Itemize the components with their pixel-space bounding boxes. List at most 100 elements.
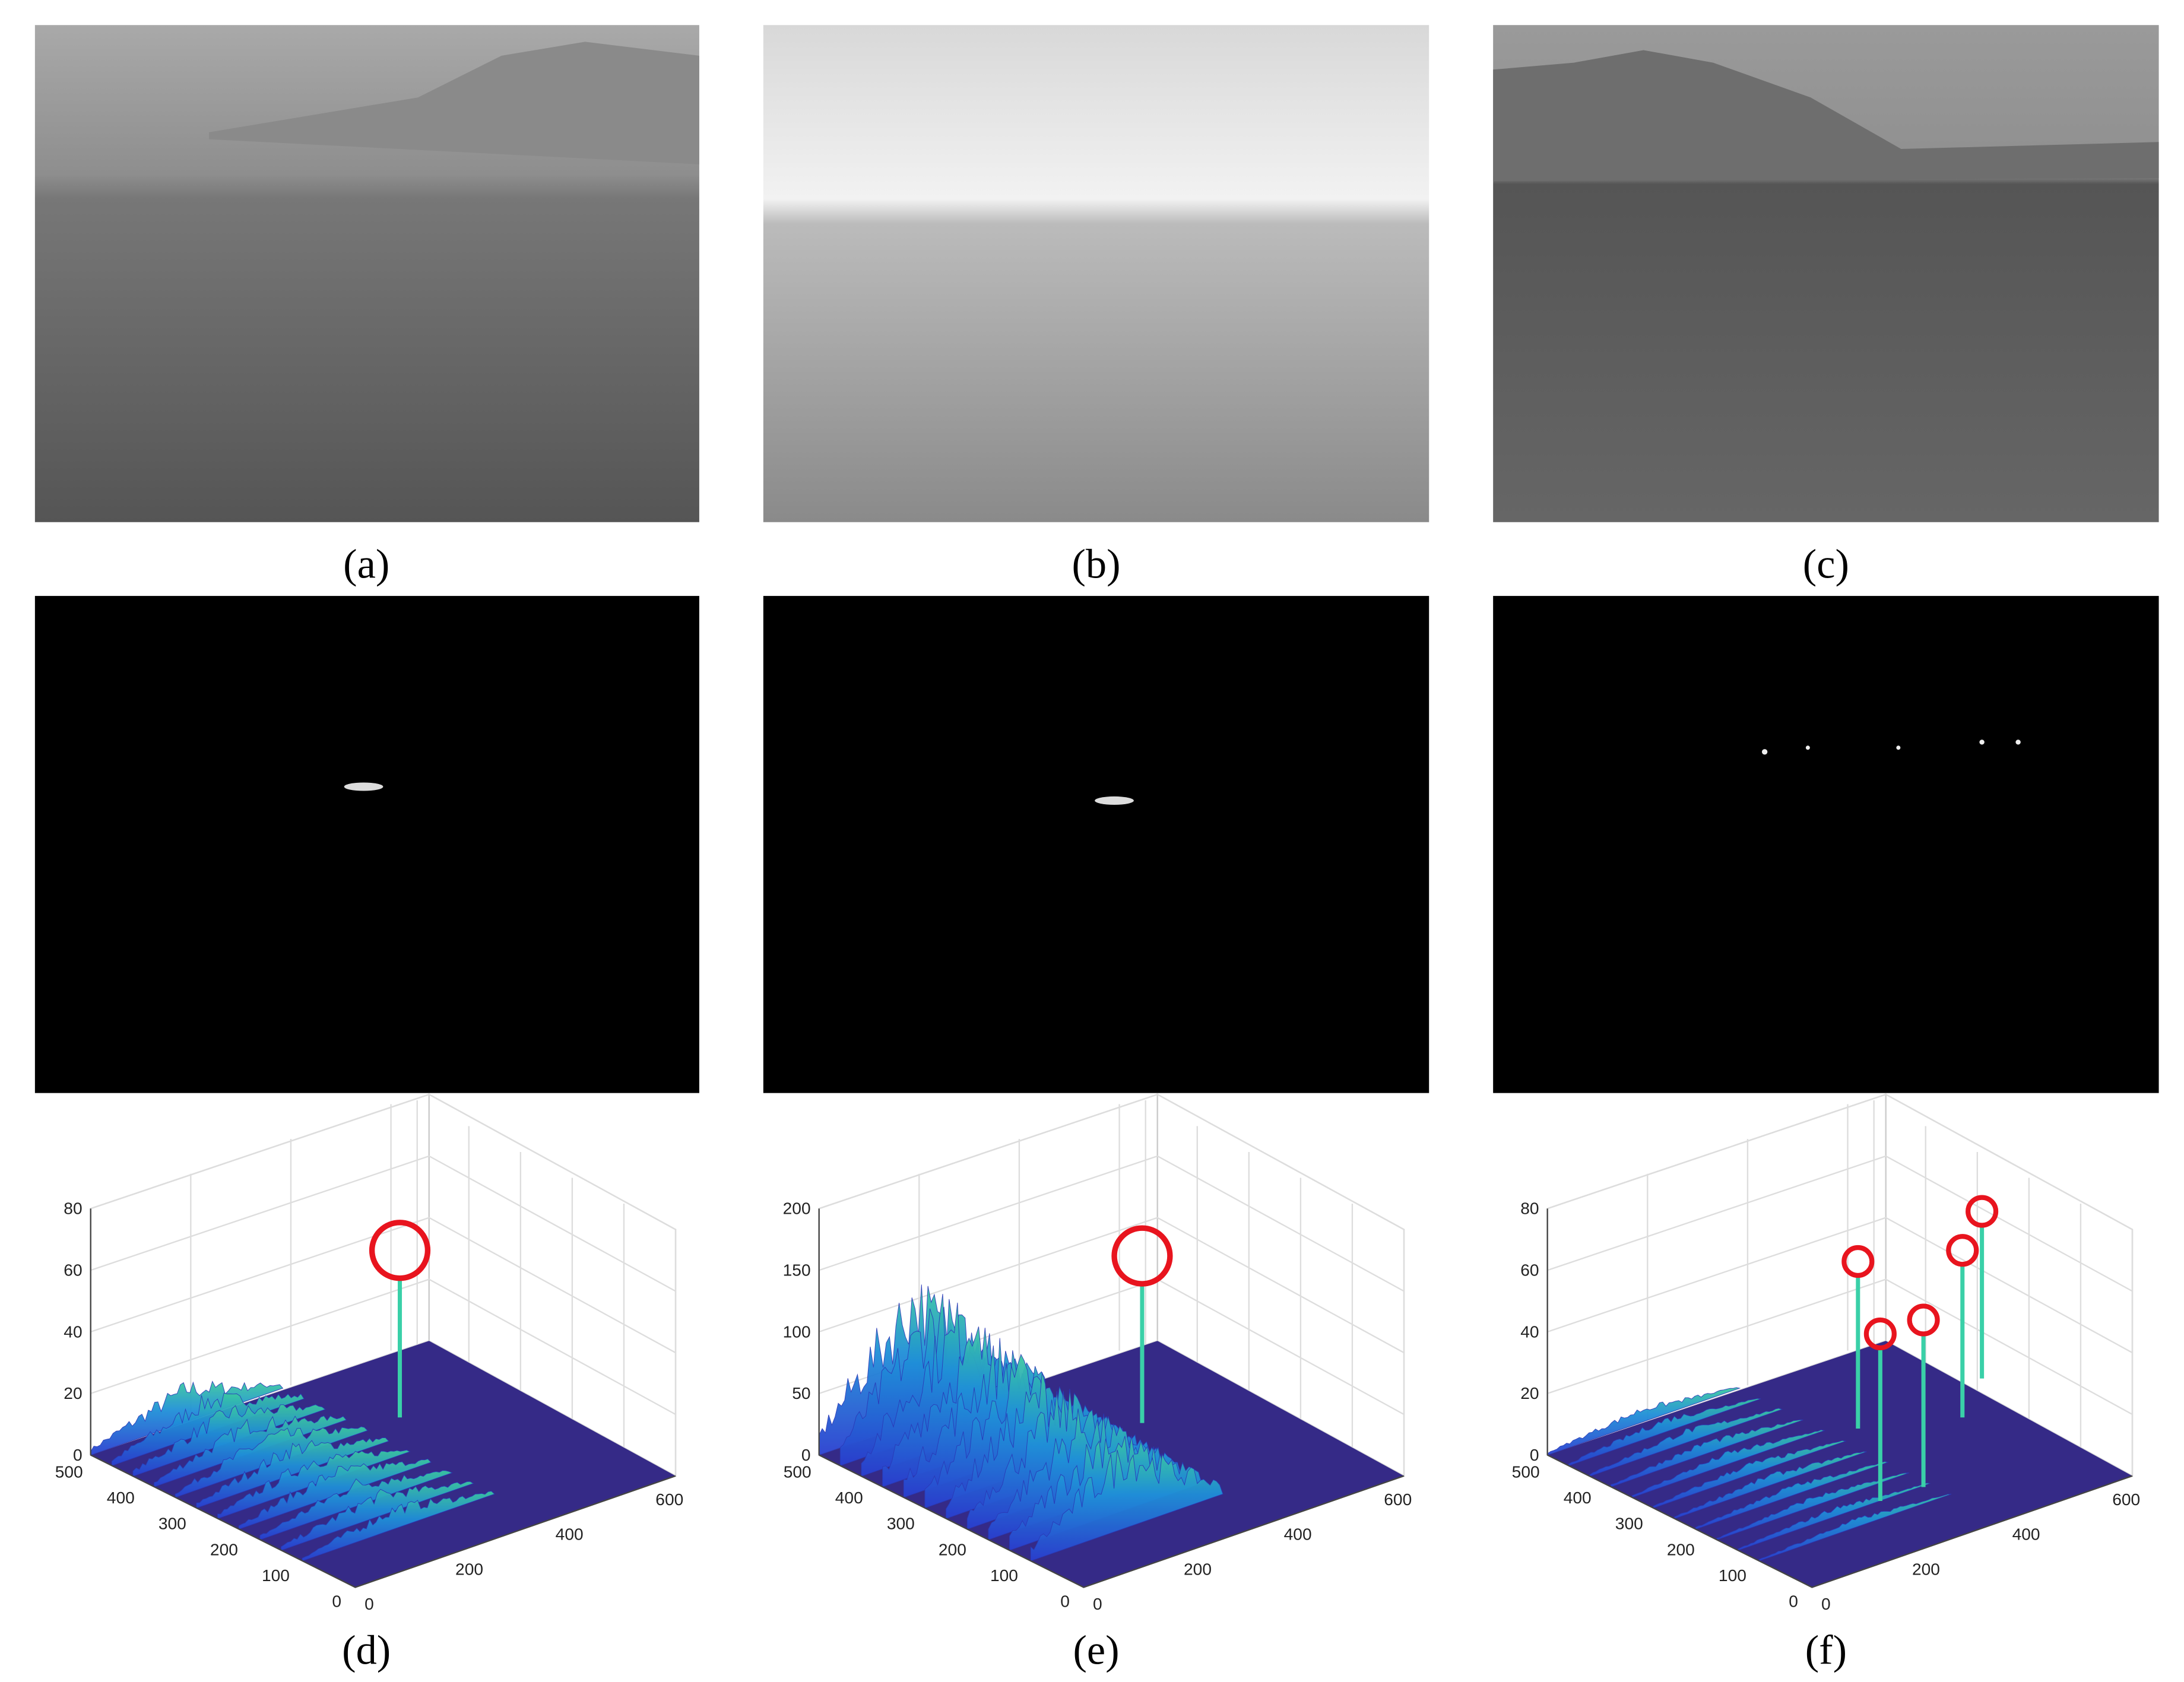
y-tick-label: 200	[939, 1540, 966, 1559]
grid-line	[819, 1093, 1405, 1230]
highlight-circle	[1946, 1234, 1979, 1267]
surface-ridge	[1589, 1408, 1783, 1477]
z-tick-label: 0	[1530, 1446, 1539, 1464]
surface-ridge	[1568, 1398, 1761, 1467]
x-tick-label: 600	[2112, 1490, 2140, 1509]
y-tick-label: 100	[1719, 1566, 1746, 1585]
highlight-circle	[369, 1220, 431, 1281]
y-tick-label: 0	[332, 1592, 341, 1610]
caption: (f)	[1805, 1627, 1847, 1674]
axis	[819, 1454, 1405, 1588]
y-tick-label: 100	[990, 1566, 1018, 1585]
x-tick-label: 0	[1093, 1595, 1102, 1613]
hill	[1493, 50, 2159, 181]
surface-plot: 0 20 40 60 80 0 200 400 600 0 100 200 300 400 500	[55, 1093, 683, 1613]
x-tick-label: 400	[1284, 1525, 1312, 1544]
z-tick-label: 0	[73, 1446, 83, 1464]
highlight-circle	[1841, 1245, 1875, 1278]
z-tick-label: 20	[64, 1384, 82, 1402]
grid-line	[90, 1155, 676, 1292]
z-tick-label: 50	[792, 1384, 810, 1402]
surface-ridge	[1674, 1451, 1867, 1519]
axis	[90, 1454, 676, 1588]
z-tick-label: 200	[783, 1199, 811, 1218]
surface-ridge	[196, 1437, 389, 1509]
z-tick-label: 80	[1520, 1199, 1539, 1218]
surface-floor	[90, 1341, 676, 1588]
highlight-circle	[1111, 1225, 1173, 1287]
z-tick-label: 0	[801, 1446, 811, 1464]
y-tick-label: 0	[1060, 1592, 1070, 1610]
z-tick-label: 100	[783, 1322, 811, 1341]
surface-ridge	[1030, 1449, 1223, 1562]
saliency-b	[763, 596, 1429, 1093]
x-tick-label: 600	[1384, 1490, 1412, 1509]
caption: (c)	[1803, 541, 1849, 588]
y-tick-label: 500	[55, 1463, 83, 1481]
highlight-circle	[1863, 1317, 1897, 1351]
hill	[209, 42, 699, 164]
caption: (b)	[1072, 541, 1121, 588]
surface-ridge	[1758, 1493, 1952, 1562]
grid-line	[1547, 1340, 2133, 1477]
grid-line	[90, 1278, 676, 1416]
surface-ridge	[1695, 1461, 1889, 1530]
surface-plot: 0 20 40 60 80 0 200 400 600 0 100 200 300 400 500	[1512, 1093, 2140, 1613]
target	[1095, 796, 1134, 805]
y-tick-label: 200	[1667, 1540, 1695, 1559]
caption: (e)	[1073, 1627, 1119, 1674]
surface-ridge	[1547, 1387, 1741, 1456]
grid-line	[1547, 1217, 2133, 1354]
z-tick-label: 60	[1520, 1261, 1539, 1280]
x-tick-label: 600	[655, 1490, 683, 1509]
x-tick-label: 200	[1912, 1560, 1940, 1578]
y-tick-label: 500	[784, 1463, 812, 1481]
x-tick-label: 400	[556, 1525, 584, 1544]
targets	[1761, 740, 2021, 755]
y-tick-label: 500	[1512, 1463, 1540, 1481]
x-tick-label: 400	[2012, 1525, 2040, 1544]
surface-ridge	[302, 1490, 495, 1562]
z-tick-label: 40	[64, 1322, 82, 1341]
z-tick-label: 80	[64, 1199, 82, 1218]
highlight-circle	[1907, 1303, 1940, 1337]
y-tick-label: 400	[107, 1489, 135, 1507]
grid-line	[819, 1217, 1405, 1354]
surface-ridge	[1653, 1440, 1847, 1509]
surface-ridge	[281, 1481, 474, 1551]
y-tick-label: 300	[887, 1515, 915, 1533]
grid-line	[90, 1093, 676, 1230]
saliency-a	[34, 596, 699, 1093]
surface-floor	[1547, 1341, 2132, 1588]
grid-line	[1547, 1278, 2133, 1416]
photo-b	[763, 25, 1429, 522]
grid-line	[90, 1217, 676, 1354]
z-tick-label: 150	[783, 1261, 811, 1280]
z-tick-label: 20	[1520, 1384, 1539, 1402]
caption: (d)	[342, 1627, 391, 1674]
surface-plot: 0 50 100 150 200 0 200 400 600 0 100 200 300 400 500	[783, 1093, 1412, 1613]
highlight-circle	[1966, 1195, 1999, 1228]
y-tick-label: 300	[1615, 1515, 1643, 1533]
target	[344, 782, 383, 791]
y-tick-label: 0	[1789, 1592, 1798, 1610]
grid-line	[819, 1155, 1405, 1292]
caption: (a)	[343, 541, 389, 588]
y-tick-label: 100	[262, 1566, 290, 1585]
surface-ridge	[1611, 1419, 1803, 1487]
x-tick-label: 0	[1821, 1595, 1831, 1613]
y-tick-label: 400	[835, 1489, 863, 1507]
surface-ridge	[1631, 1429, 1825, 1498]
surface-ridge	[259, 1470, 454, 1540]
axis	[1547, 1454, 2133, 1588]
saliency-c	[1493, 596, 2159, 1093]
x-tick-label: 200	[1184, 1560, 1212, 1578]
x-tick-label: 0	[364, 1595, 374, 1613]
grid-line	[1547, 1093, 2133, 1230]
y-tick-label: 200	[210, 1540, 238, 1559]
z-tick-label: 40	[1520, 1322, 1539, 1341]
z-tick-label: 60	[64, 1261, 82, 1280]
y-tick-label: 300	[159, 1515, 186, 1533]
grid-line	[1547, 1155, 2133, 1292]
